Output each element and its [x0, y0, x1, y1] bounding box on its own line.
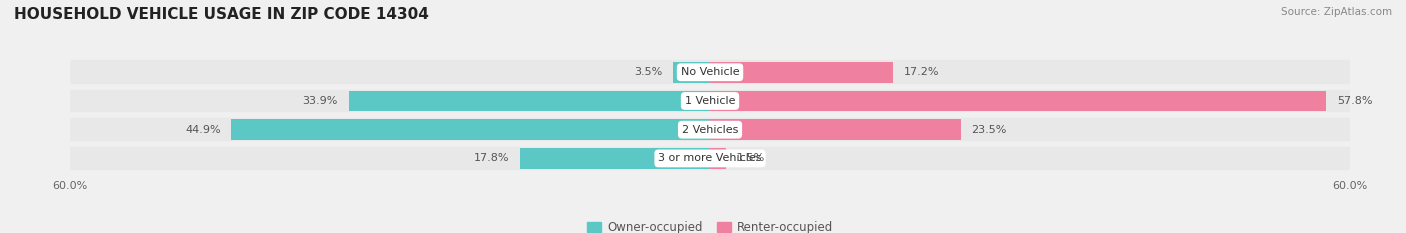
- Text: 57.8%: 57.8%: [1337, 96, 1372, 106]
- Bar: [520, 148, 710, 169]
- Text: 17.8%: 17.8%: [474, 153, 509, 163]
- Text: 17.2%: 17.2%: [904, 67, 939, 77]
- Text: 3 or more Vehicles: 3 or more Vehicles: [658, 153, 762, 163]
- Bar: [710, 148, 725, 169]
- Text: 23.5%: 23.5%: [972, 125, 1007, 135]
- Legend: Owner-occupied, Renter-occupied: Owner-occupied, Renter-occupied: [582, 217, 838, 233]
- Bar: [710, 62, 893, 82]
- Bar: [349, 91, 710, 111]
- Bar: [232, 119, 710, 140]
- FancyBboxPatch shape: [70, 87, 1350, 115]
- Text: 3.5%: 3.5%: [634, 67, 662, 77]
- Bar: [710, 119, 960, 140]
- Text: Source: ZipAtlas.com: Source: ZipAtlas.com: [1281, 7, 1392, 17]
- Text: 1.5%: 1.5%: [737, 153, 765, 163]
- FancyBboxPatch shape: [70, 144, 1350, 173]
- Text: 33.9%: 33.9%: [302, 96, 337, 106]
- Text: 44.9%: 44.9%: [186, 125, 221, 135]
- Bar: [710, 91, 1326, 111]
- Text: 2 Vehicles: 2 Vehicles: [682, 125, 738, 135]
- Text: 1 Vehicle: 1 Vehicle: [685, 96, 735, 106]
- FancyBboxPatch shape: [70, 115, 1350, 144]
- Text: No Vehicle: No Vehicle: [681, 67, 740, 77]
- Bar: [672, 62, 710, 82]
- FancyBboxPatch shape: [70, 58, 1350, 87]
- Text: HOUSEHOLD VEHICLE USAGE IN ZIP CODE 14304: HOUSEHOLD VEHICLE USAGE IN ZIP CODE 1430…: [14, 7, 429, 22]
